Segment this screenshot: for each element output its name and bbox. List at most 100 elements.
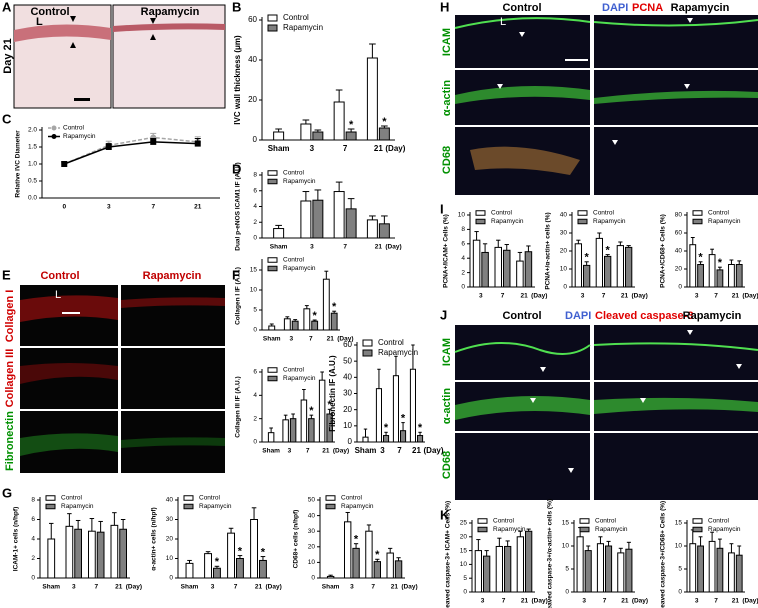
bar [386,552,394,579]
histology-image [112,4,226,109]
y-tick-label: 2.0 [28,127,37,134]
y-tick-label: 2 [253,415,257,422]
bar [344,521,352,579]
significance-star: * [585,252,590,264]
image-header: Rapamycin [141,6,200,18]
y-tick-label: 6 [253,187,257,194]
y-tick-label: 6 [31,516,35,523]
x-tick-label: 21 [194,204,202,211]
image-header: Control [502,310,541,322]
x-axis-label: (Day) [401,584,417,591]
x-tick-label: 0 [62,204,66,211]
x-tick-label: 3 [582,598,586,605]
bar [303,308,311,331]
y-axis-label: PCNA+/CD68+ Cells (%) [660,214,667,288]
y-tick-label: 4 [461,255,465,262]
bar [574,243,583,288]
legend-label: Rapamycin [61,503,94,510]
y-tick-label: 40 [343,372,352,381]
y-tick-label: 20 [248,95,257,104]
bar [617,552,625,593]
bar [365,530,373,579]
stain-signal [455,86,590,104]
bar [583,264,591,288]
x-tick-label: 21 [374,144,383,153]
x-tick-label: Sham [270,244,288,251]
x-tick-label: 3 [288,448,292,455]
x-tick-label: 21 [327,336,335,343]
legend-label: Rapamycin [595,526,628,533]
bar [289,418,297,443]
x-tick-label: 7 [306,448,310,455]
legend-label: Control [199,495,221,502]
row-label: Fibronectin [4,411,16,471]
image-header: DAPI [602,2,628,14]
y-tick-label: 10 [166,555,174,562]
y-tick-label: 0 [253,327,257,334]
bar [322,278,330,331]
bar [110,524,119,579]
lumen-label: L [55,289,61,301]
y-tick-label: 4 [253,203,257,210]
vein-wall [14,24,111,42]
y-tick-label: 15 [562,520,570,527]
y-axis-label: CD68+ cells (n/hpf) [293,510,300,569]
bar [605,545,613,593]
bar [516,260,524,288]
legend-swatch [267,178,278,185]
bar [596,543,605,593]
stain-signal [593,342,758,351]
y-tick-label: 0 [461,284,465,291]
bar [524,251,533,288]
significance-star: * [349,119,354,131]
bar [345,131,357,141]
bar [204,553,213,579]
y-axis-label: Cleaved caspase-3+/CD68+ Cells (%) [660,501,667,608]
legend-swatch [362,349,373,357]
bar [735,264,743,288]
legend-label: Control [595,518,617,525]
y-tick-label: 10 [308,559,316,566]
row-label: ICAM [441,28,453,56]
bar [708,540,716,593]
bar [227,532,236,579]
x-tick-label: 3 [695,598,699,605]
x-tick-label: 7 [371,584,375,591]
y-tick-label: 25 [460,520,468,527]
stain-signal [121,437,225,448]
point [194,140,201,147]
bar [185,562,194,579]
y-tick-label: 0 [253,235,257,242]
row-label: α-actin [441,388,453,424]
legend-swatch [325,503,336,510]
bar [516,536,525,593]
panel-label: J [440,307,447,322]
legend-label: Rapamycin [283,375,316,382]
legend-label: Control [708,518,730,525]
x-axis-label: (Day) [742,598,758,605]
image-header: Rapamycin [683,310,742,322]
significance-star: * [401,413,406,425]
y-tick-label: 30 [560,230,568,237]
significance-star: * [718,257,723,269]
legend-label: Control [593,210,615,217]
bar [474,550,483,593]
bar [481,251,489,288]
x-tick-label: 21 [621,598,629,605]
stain-signal [20,363,118,384]
lumen-label: L [36,16,43,28]
bar [735,554,743,593]
y-axis-label: PCNA+/α-actin+ cells (%) [545,212,552,289]
x-tick-label: 7 [501,293,505,300]
y-tick-label: 0.0 [28,195,37,202]
significance-star: * [332,301,337,313]
x-tick-label: 3 [72,584,76,591]
y-tick-label: 10 [675,543,683,550]
y-tick-label: 6 [461,241,465,248]
y-axis-label: Fibronectin IF (A.U.) [328,355,337,432]
significance-star: * [375,549,380,561]
legend-swatch [267,14,278,22]
fluorescence-image [594,15,758,195]
bar [392,375,399,443]
